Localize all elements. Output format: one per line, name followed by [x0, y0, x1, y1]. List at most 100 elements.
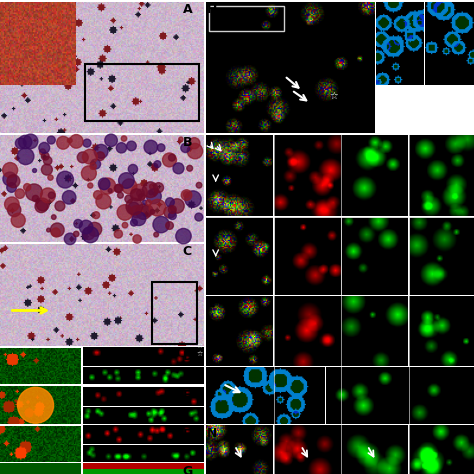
Circle shape [130, 206, 143, 218]
Circle shape [47, 136, 55, 144]
Circle shape [183, 191, 190, 198]
Text: B: B [182, 136, 192, 149]
Circle shape [118, 192, 123, 198]
Circle shape [35, 200, 47, 213]
Circle shape [62, 191, 76, 204]
Circle shape [179, 137, 183, 141]
Circle shape [18, 387, 54, 423]
Bar [209, 6, 284, 31]
Circle shape [39, 143, 50, 153]
Circle shape [11, 213, 25, 228]
Circle shape [98, 178, 110, 190]
Circle shape [41, 164, 52, 175]
Text: N: N [207, 427, 218, 440]
Text: D: D [182, 350, 193, 363]
Circle shape [40, 188, 55, 203]
Circle shape [115, 184, 123, 192]
Circle shape [164, 206, 176, 218]
Circle shape [122, 179, 137, 194]
Circle shape [181, 143, 190, 153]
Circle shape [154, 161, 161, 167]
Text: E: E [182, 389, 191, 401]
Circle shape [136, 204, 151, 219]
Circle shape [181, 190, 192, 201]
Circle shape [187, 144, 203, 159]
Circle shape [187, 165, 192, 171]
Circle shape [33, 169, 36, 173]
Circle shape [18, 136, 32, 149]
Circle shape [150, 210, 155, 214]
Circle shape [133, 235, 141, 243]
Circle shape [7, 182, 17, 192]
Circle shape [131, 184, 147, 200]
Circle shape [163, 153, 176, 167]
Circle shape [55, 201, 65, 211]
Circle shape [130, 219, 137, 226]
Circle shape [23, 134, 38, 149]
Text: L: L [207, 297, 215, 310]
Circle shape [82, 166, 96, 181]
Circle shape [116, 143, 127, 153]
Circle shape [152, 164, 158, 169]
Circle shape [36, 198, 49, 211]
Circle shape [88, 183, 93, 188]
Circle shape [132, 212, 146, 226]
Circle shape [8, 203, 21, 217]
Circle shape [24, 183, 31, 191]
Text: ☆: ☆ [197, 351, 203, 357]
Circle shape [7, 175, 20, 188]
Circle shape [153, 217, 169, 233]
Circle shape [154, 232, 159, 237]
Circle shape [126, 198, 143, 215]
Text: M: M [207, 369, 219, 382]
Circle shape [82, 149, 97, 164]
Circle shape [137, 189, 145, 197]
Circle shape [77, 152, 88, 163]
Circle shape [169, 212, 176, 219]
Circle shape [196, 182, 202, 188]
Circle shape [108, 189, 112, 192]
Circle shape [94, 145, 108, 158]
Circle shape [74, 219, 82, 228]
Circle shape [149, 200, 166, 216]
Circle shape [82, 228, 95, 240]
Circle shape [176, 228, 191, 244]
Text: F: F [182, 428, 191, 441]
Circle shape [51, 228, 60, 237]
Text: A: A [182, 3, 192, 16]
Circle shape [141, 205, 153, 217]
Circle shape [130, 189, 142, 201]
Circle shape [39, 149, 46, 155]
Circle shape [15, 138, 26, 149]
Circle shape [127, 141, 136, 151]
Text: ☆: ☆ [197, 343, 203, 349]
Circle shape [125, 195, 133, 203]
Circle shape [50, 223, 64, 237]
Circle shape [93, 191, 102, 199]
Circle shape [138, 194, 145, 201]
Bar [152, 282, 197, 344]
Circle shape [189, 137, 200, 149]
Circle shape [143, 200, 147, 204]
Text: K: K [207, 219, 217, 232]
Circle shape [70, 135, 83, 148]
Circle shape [52, 215, 56, 219]
Circle shape [26, 184, 43, 201]
Circle shape [48, 192, 55, 199]
Circle shape [185, 191, 201, 207]
Text: I: I [207, 136, 211, 149]
Circle shape [121, 136, 127, 141]
Text: H: H [207, 3, 218, 16]
Circle shape [173, 163, 184, 174]
Circle shape [79, 220, 93, 234]
Text: G: G [182, 465, 193, 474]
Circle shape [166, 222, 173, 229]
Circle shape [5, 197, 19, 211]
Circle shape [154, 182, 164, 192]
Circle shape [128, 164, 137, 174]
Circle shape [157, 144, 165, 152]
Circle shape [46, 228, 50, 232]
Circle shape [114, 185, 122, 192]
Circle shape [144, 140, 158, 154]
Circle shape [150, 184, 155, 190]
